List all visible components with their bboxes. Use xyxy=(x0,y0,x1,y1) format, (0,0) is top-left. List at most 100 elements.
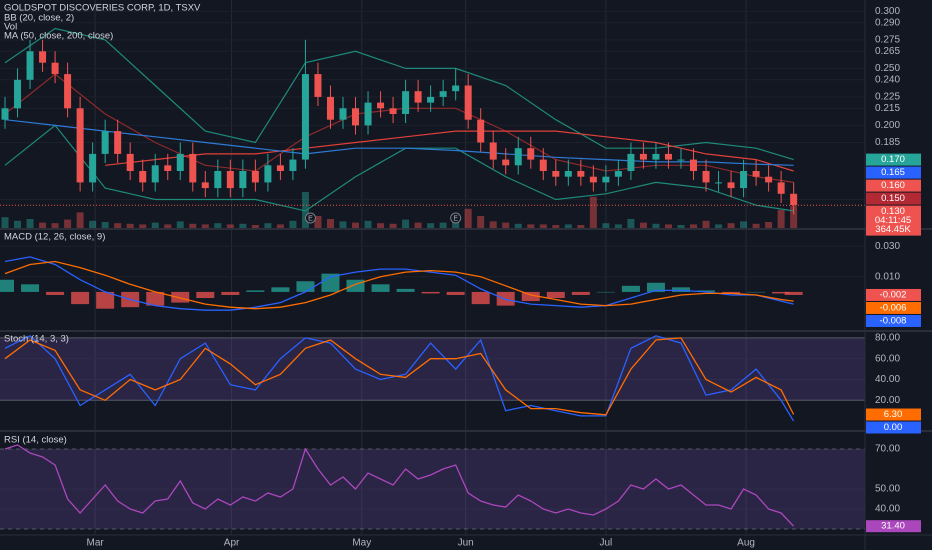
price-tag-label: 0.150 xyxy=(881,193,905,204)
candle-body xyxy=(239,171,247,189)
volume-bar xyxy=(377,223,385,228)
volume-bar xyxy=(639,222,647,228)
candle-body xyxy=(664,153,672,160)
volume-bar xyxy=(326,219,334,228)
candle-body xyxy=(602,176,610,183)
indicator-label: Vol xyxy=(4,22,17,33)
histogram-bar xyxy=(0,279,15,292)
indicator-line xyxy=(4,444,795,527)
candle-body xyxy=(564,171,572,177)
volume-bar xyxy=(715,224,723,228)
candle-body xyxy=(176,153,184,171)
x-tick-label: May xyxy=(352,538,371,549)
candle-body xyxy=(439,91,447,97)
price-tag-label: 0.170 xyxy=(881,154,905,165)
histogram-bar xyxy=(571,291,590,295)
y-tick-label: 20.00 xyxy=(875,395,900,406)
price-tag: 0.170 xyxy=(866,153,921,166)
price-tag: -0.008 xyxy=(866,314,921,327)
volume-bar xyxy=(690,224,698,228)
candle-body xyxy=(364,102,372,126)
volume-bar xyxy=(114,223,122,228)
price-tag-label: 0.160 xyxy=(881,180,905,191)
volume-bar xyxy=(201,224,209,228)
volume-bar xyxy=(414,222,422,228)
histogram-bar xyxy=(747,291,766,293)
y-tick-label: 80.00 xyxy=(875,333,900,344)
volume-bar xyxy=(477,216,485,228)
price-tag-box xyxy=(866,408,921,421)
indicator-line xyxy=(4,335,795,422)
histogram-bar xyxy=(471,291,490,305)
volume-bar xyxy=(39,222,47,228)
candle-body xyxy=(652,153,660,160)
price-tag: -0.006 xyxy=(866,301,921,314)
volume-bar xyxy=(289,220,297,228)
price-tag: 6.30 xyxy=(866,408,921,421)
price-tags: 0.1700.1650.1600.1500.13004:11:45364.45K… xyxy=(866,153,921,533)
volume-bar xyxy=(464,208,472,228)
candle-body xyxy=(589,176,597,183)
price-tag-box xyxy=(866,314,921,327)
price-tag-label: -0.006 xyxy=(880,302,907,313)
candle-body xyxy=(251,171,259,183)
price-tag-label: 0.130 xyxy=(881,206,905,217)
volume-bar xyxy=(614,224,622,228)
candle-body xyxy=(777,182,785,194)
volume-bar xyxy=(189,223,197,228)
volume-bar xyxy=(389,223,397,228)
candle-body xyxy=(427,96,435,103)
candle-body xyxy=(452,85,460,92)
x-tick-label: Aug xyxy=(737,538,755,549)
y-tick-label: 0.240 xyxy=(875,74,900,85)
y-tick-label: 40.00 xyxy=(875,504,900,515)
y-tick-label: 0.265 xyxy=(875,46,900,57)
volume-bar xyxy=(589,196,597,228)
candle-body xyxy=(377,102,385,109)
pane-title: MACD (12, 26, close, 9) xyxy=(4,232,105,243)
volume-bar xyxy=(402,219,410,228)
y-tick-label: 0.250 xyxy=(875,63,900,74)
y-tick-label: 0.225 xyxy=(875,92,900,103)
histogram-bar xyxy=(321,273,340,292)
histogram-bar xyxy=(71,291,90,305)
candle-body xyxy=(201,182,209,189)
y-tick-label: 40.00 xyxy=(875,374,900,385)
price-tag: 0.160 xyxy=(866,179,921,192)
candle-body xyxy=(264,165,272,183)
volume-bar xyxy=(777,210,785,228)
histogram-bar xyxy=(296,281,315,292)
candle-body xyxy=(464,85,472,120)
pane-title: Stoch (14, 3, 3) xyxy=(4,334,69,345)
histogram-bar xyxy=(371,284,390,292)
histogram-bar xyxy=(546,291,565,299)
volume-bar xyxy=(677,225,685,228)
candle-body xyxy=(790,193,798,206)
y-tick-label: 0.275 xyxy=(875,35,900,46)
event-marker xyxy=(304,212,316,224)
candle-body xyxy=(339,108,347,120)
candle-body xyxy=(389,108,397,114)
volume-bar xyxy=(752,223,760,228)
x-tick-label: Jul xyxy=(599,538,612,549)
legend: GOLDSPOT DISCOVERIES CORP, 1D, TSXV BB (… xyxy=(4,3,201,446)
candle-body xyxy=(402,91,410,114)
price-tag-label: -0.008 xyxy=(880,315,907,326)
volume-bar xyxy=(226,224,234,228)
volume-bar xyxy=(564,224,572,228)
band-fill xyxy=(0,449,865,529)
histogram-bar xyxy=(196,291,215,299)
volume-bar xyxy=(427,223,435,228)
pane-title: RSI (14, close) xyxy=(4,435,67,446)
price-tag-box xyxy=(866,205,921,236)
y-tick-label: 70.00 xyxy=(875,444,900,455)
price-tag-label: -0.002 xyxy=(880,289,907,300)
volume-bar xyxy=(514,223,522,228)
candle-body xyxy=(740,171,748,189)
volume-bar xyxy=(489,221,497,228)
volume-bar xyxy=(214,223,222,228)
y-tick-label: 0.030 xyxy=(875,241,900,252)
price-tag-label: 0.00 xyxy=(884,422,903,433)
volume-bar xyxy=(64,219,72,228)
